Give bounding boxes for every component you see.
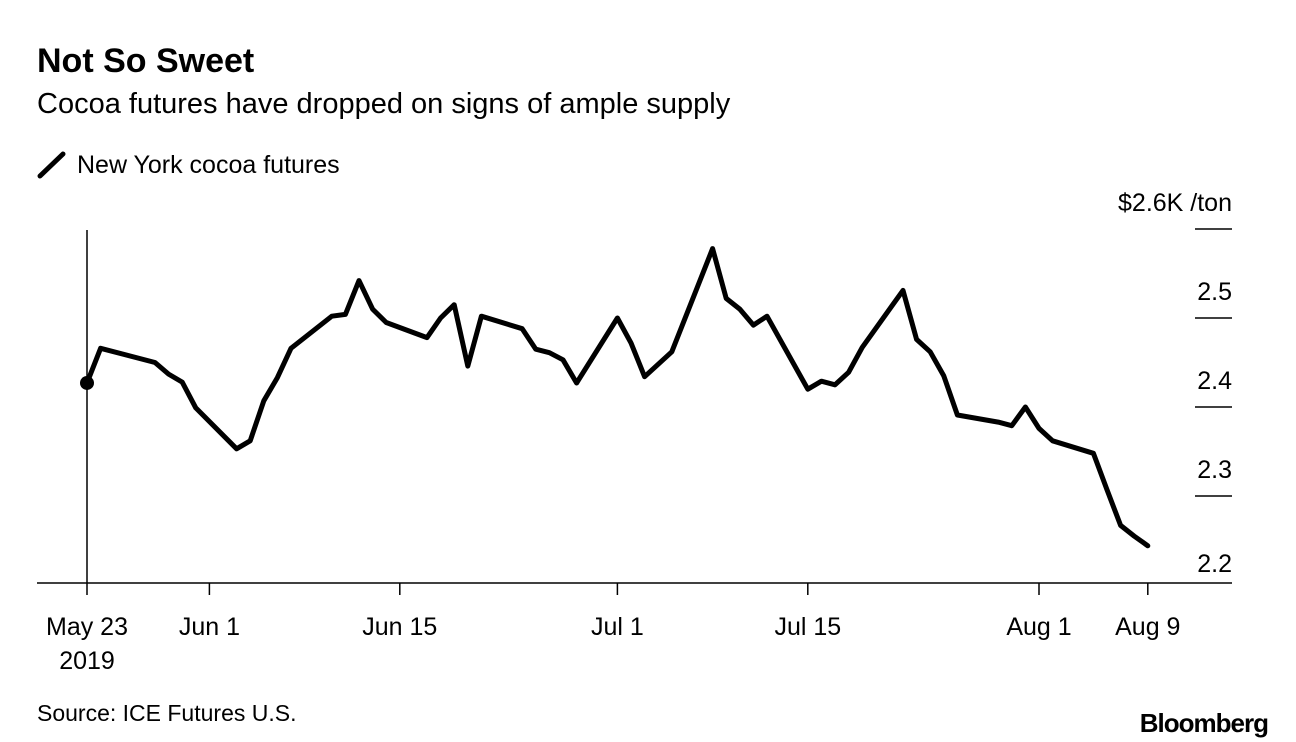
series-start-dot	[80, 375, 94, 390]
y-tick-label: 2.3	[1197, 456, 1232, 484]
chart-title: Not So Sweet	[37, 42, 255, 80]
y-tick-label: 2.4	[1197, 367, 1232, 395]
x-tick-label: Aug 1	[1006, 613, 1071, 641]
y-tick-label: 2.2	[1197, 550, 1232, 578]
legend-line-icon	[37, 151, 66, 179]
x-tick-sublabel: 2019	[59, 647, 115, 675]
x-tick-label: May 23	[46, 613, 128, 641]
legend: New York cocoa futures	[37, 150, 340, 180]
series-line	[84, 246, 1151, 549]
x-tick-label: Jul 15	[774, 613, 841, 641]
y-tick-label: 2.5	[1197, 278, 1232, 306]
x-tick-label: Jun 15	[362, 613, 437, 641]
x-tick-label: Aug 9	[1115, 613, 1180, 641]
chart-subtitle: Cocoa futures have dropped on signs of a…	[37, 88, 731, 120]
y-tick-label: $2.6K /ton	[1118, 189, 1232, 217]
x-tick-label: Jun 1	[179, 613, 240, 641]
bloomberg-logo: Bloomberg	[1139, 708, 1269, 738]
source-note: Source: ICE Futures U.S.	[37, 700, 297, 726]
legend-label: New York cocoa futures	[77, 150, 340, 179]
x-tick-label: Jul 1	[591, 613, 644, 641]
